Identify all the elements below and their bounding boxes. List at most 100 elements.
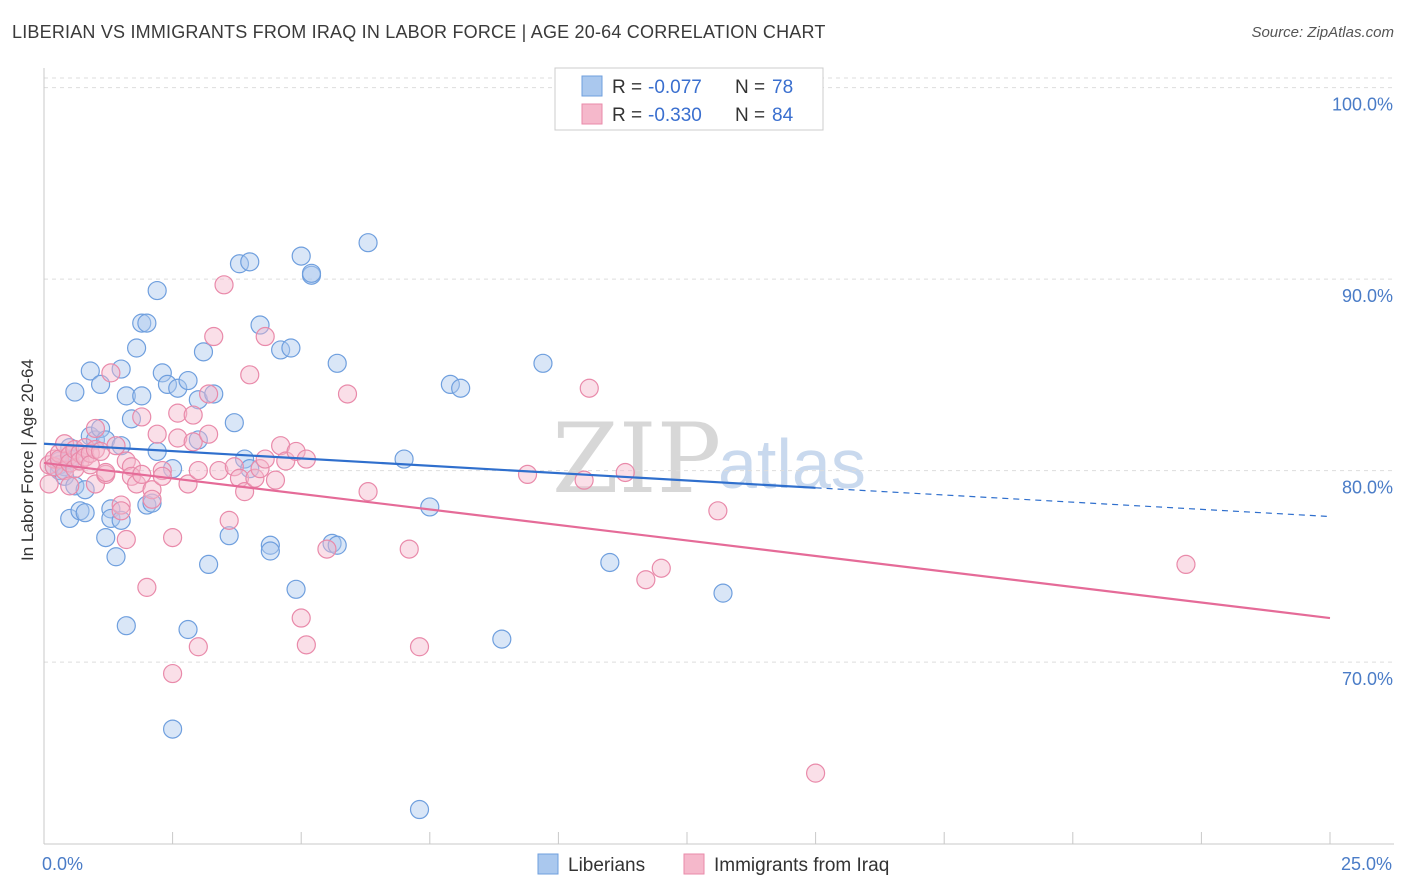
iraq-point bbox=[111, 501, 131, 521]
liberians-points bbox=[44, 233, 733, 820]
liberian-point bbox=[65, 382, 85, 402]
liberian-point bbox=[132, 386, 152, 406]
liberian-point bbox=[75, 503, 95, 523]
iraq-point bbox=[199, 424, 219, 444]
liberian-point bbox=[116, 386, 136, 406]
liberian-point bbox=[106, 547, 126, 567]
iraq-point bbox=[152, 460, 172, 481]
liberian-point bbox=[600, 552, 620, 573]
iraq-point bbox=[409, 637, 430, 657]
iraq-point bbox=[147, 424, 167, 444]
series-legend: Liberians Immigrants from Iraq bbox=[537, 853, 889, 876]
liberian-point bbox=[260, 535, 280, 555]
iraq-point bbox=[214, 275, 234, 295]
legend-liberians: Liberians bbox=[568, 855, 645, 876]
watermark-atlas: atlas bbox=[718, 425, 866, 503]
liberians-trend-line bbox=[43, 442, 816, 489]
liberian-point bbox=[281, 338, 301, 358]
legend-n-label-2: N = bbox=[735, 105, 765, 126]
watermark-zip: ZIP bbox=[552, 403, 721, 515]
liberian-point bbox=[440, 374, 460, 394]
iraq-point bbox=[708, 501, 728, 521]
iraq-point bbox=[111, 495, 131, 515]
liberian-point bbox=[90, 418, 111, 439]
liberian-point bbox=[111, 436, 131, 456]
liberian-point bbox=[451, 378, 471, 398]
iraq-point bbox=[358, 482, 378, 502]
legend-r-value-1: -0.077 bbox=[648, 77, 702, 98]
y-tick-label: 70.0% bbox=[1342, 669, 1393, 689]
liberian-point bbox=[126, 338, 147, 358]
liberian-point bbox=[65, 476, 85, 496]
legend-n-label-1: N = bbox=[735, 77, 765, 98]
iraq-points bbox=[39, 275, 1196, 783]
iraq-point bbox=[163, 527, 183, 548]
iraq-point bbox=[106, 436, 126, 456]
liberian-point bbox=[163, 719, 183, 739]
axes: 70.0% 80.0% 90.0% 100.0% 0.0% 25.0% bbox=[42, 68, 1394, 874]
iraq-point bbox=[255, 326, 275, 347]
iraq-point bbox=[265, 470, 286, 490]
iraq-point bbox=[579, 378, 599, 398]
iraq-point bbox=[168, 403, 188, 423]
iraq-point bbox=[116, 529, 136, 550]
iraq-point bbox=[1176, 554, 1196, 575]
liberian-point bbox=[111, 359, 131, 379]
liberian-point bbox=[409, 799, 430, 820]
liberian-point bbox=[240, 459, 260, 479]
iraq-point bbox=[132, 407, 152, 427]
iraq-point bbox=[250, 459, 270, 479]
liberian-point bbox=[132, 313, 152, 333]
x-tick-label: 25.0% bbox=[1341, 854, 1392, 874]
liberian-point bbox=[96, 527, 116, 548]
iraq-trend-line bbox=[43, 461, 1331, 620]
liberian-point bbox=[492, 629, 512, 649]
liberian-point bbox=[250, 315, 270, 335]
iraq-point bbox=[296, 635, 316, 655]
iraq-point bbox=[224, 457, 244, 477]
iraq-point bbox=[317, 539, 337, 559]
x-tick-label: 0.0% bbox=[42, 854, 83, 874]
legend-swatch-pink bbox=[581, 103, 603, 125]
iraq-point bbox=[286, 441, 306, 462]
liberian-point bbox=[240, 252, 260, 272]
iraq-point bbox=[137, 577, 157, 597]
source-label: Source: ZipAtlas.com bbox=[1251, 24, 1394, 41]
iraq-point bbox=[183, 405, 203, 425]
liberian-point bbox=[260, 541, 280, 561]
iraq-point bbox=[240, 365, 260, 385]
liberian-point bbox=[204, 384, 224, 404]
liberian-point bbox=[80, 361, 100, 381]
iraq-point bbox=[517, 464, 538, 485]
iraq-point bbox=[255, 449, 275, 469]
liberian-point bbox=[291, 246, 311, 266]
liberian-point bbox=[224, 413, 244, 433]
liberians-trend-extension bbox=[815, 487, 1331, 518]
liberian-point bbox=[152, 363, 172, 383]
stats-legend: R = -0.077 N = 78 R = -0.330 N = 84 bbox=[554, 67, 824, 131]
liberian-point bbox=[533, 353, 553, 373]
legend-iraq: Immigrants from Iraq bbox=[714, 855, 889, 876]
iraq-point bbox=[168, 428, 188, 448]
y-tick-label: 80.0% bbox=[1342, 478, 1393, 498]
bottom-swatch-iraq bbox=[683, 853, 705, 875]
iraq-point bbox=[805, 763, 826, 783]
liberian-point bbox=[178, 619, 198, 640]
iraq-point bbox=[204, 326, 224, 347]
legend-n-value-1: 78 bbox=[772, 77, 793, 98]
iraq-point bbox=[188, 460, 208, 481]
iraq-point bbox=[219, 510, 239, 530]
liberian-point bbox=[358, 233, 378, 253]
liberian-point bbox=[327, 535, 347, 555]
legend-swatch-blue bbox=[581, 75, 603, 97]
iraq-point bbox=[337, 384, 358, 404]
y-axis-label: In Labor Force | Age 20-64 bbox=[18, 359, 37, 561]
iraq-point bbox=[209, 460, 229, 481]
iraq-point bbox=[651, 558, 671, 578]
iraq-point bbox=[399, 539, 419, 559]
legend-r-label-1: R = bbox=[612, 77, 642, 98]
liberian-point bbox=[116, 616, 136, 636]
iraq-point bbox=[116, 451, 136, 471]
iraq-point bbox=[60, 476, 80, 496]
